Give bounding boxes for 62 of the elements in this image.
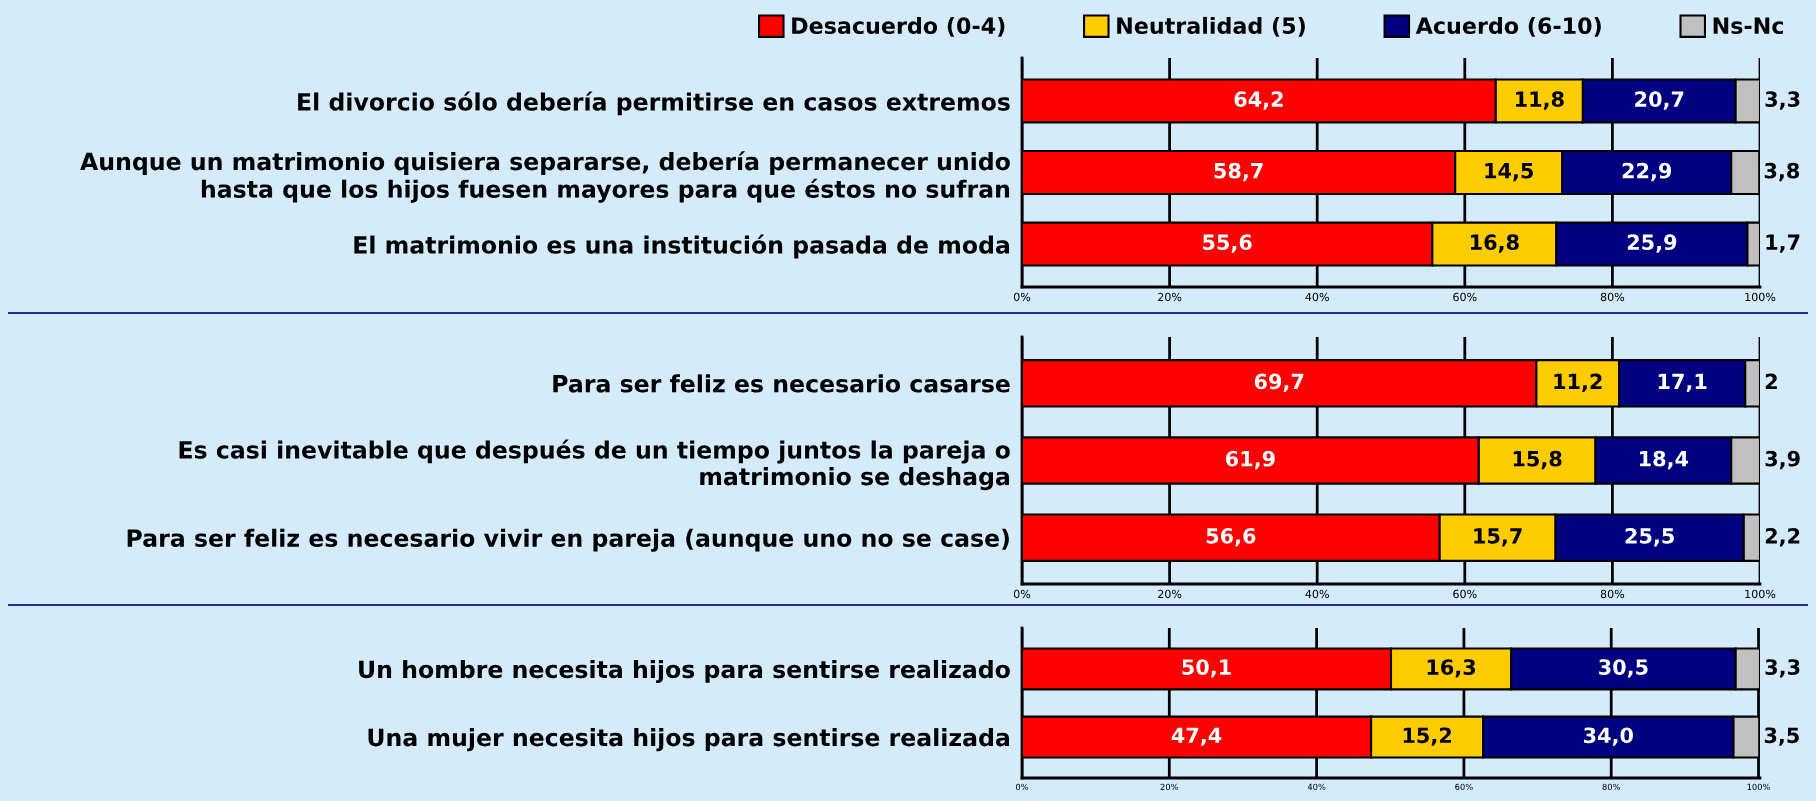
data-label: 55,6 xyxy=(1203,234,1252,253)
data-label: 30,5 xyxy=(1599,659,1648,678)
data-label: 18,4 xyxy=(1639,450,1689,470)
x-tick-label: 0% xyxy=(1013,589,1031,599)
legend-label: Neutralidad (5) xyxy=(1117,16,1305,37)
x-tick-label: 80% xyxy=(1600,292,1625,302)
x-tick-label: 40% xyxy=(1305,589,1329,599)
data-label: 3,9 xyxy=(1765,450,1800,470)
data-label: 1,7 xyxy=(1766,234,1800,253)
data-label: 3,3 xyxy=(1765,91,1800,110)
x-tick-label: 60% xyxy=(1453,589,1477,599)
legend-label: Acuerdo (6-10) xyxy=(1415,16,1601,37)
data-label: 3,8 xyxy=(1764,162,1800,182)
data-label: 14,5 xyxy=(1485,163,1533,182)
data-label: 16,3 xyxy=(1427,659,1476,678)
data-label: 25,5 xyxy=(1625,527,1674,547)
data-label: 20,7 xyxy=(1635,91,1684,110)
x-tick-label: 60% xyxy=(1453,292,1477,302)
data-label: 69,7 xyxy=(1254,373,1304,393)
data-label: 15,2 xyxy=(1403,727,1451,746)
data-label: 56,6 xyxy=(1206,527,1256,547)
data-label: 64,2 xyxy=(1234,91,1283,110)
x-tick-label: 40% xyxy=(1307,783,1326,791)
x-tick-label: 20% xyxy=(1160,783,1179,791)
y-tick-label: Para ser feliz es necesario casarse xyxy=(553,374,1010,393)
data-label: 61,9 xyxy=(1226,450,1275,470)
data-label: 15,8 xyxy=(1513,450,1562,470)
data-label: 22,9 xyxy=(1622,162,1672,182)
data-label: 50,1 xyxy=(1182,659,1231,678)
x-tick-label: 20% xyxy=(1158,292,1182,302)
y-tick-label: Es casi inevitable que después de un tiempo juntos la pareja o matrimonio se deshaga xyxy=(179,439,1010,491)
data-label: 17,1 xyxy=(1658,373,1707,393)
data-label: 3,3 xyxy=(1765,659,1800,678)
x-tick-label: 80% xyxy=(1600,589,1625,599)
x-tick-label: 40% xyxy=(1305,292,1329,302)
data-label: 25,9 xyxy=(1627,234,1677,253)
x-tick-label: 0% xyxy=(1015,783,1029,791)
x-tick-label: 100% xyxy=(1745,589,1776,599)
data-label: 34,0 xyxy=(1583,727,1633,746)
data-label: 2,2 xyxy=(1765,527,1800,547)
y-tick-label: Aunque un matrimonio quisiera separarse, debería permanecer unido hasta que los hijos fuesen mayores para que éstos no sufran xyxy=(80,151,1010,203)
y-tick-label: Una mujer necesita hijos para sentirse realizada xyxy=(368,728,1010,752)
x-tick-label: 100% xyxy=(1747,783,1770,791)
data-label: 11,8 xyxy=(1515,91,1564,110)
legend-label: Ns-Nc xyxy=(1713,17,1783,35)
data-label: 16,8 xyxy=(1470,234,1519,253)
x-tick-label: 80% xyxy=(1602,783,1621,791)
data-label: 58,7 xyxy=(1214,162,1263,182)
x-tick-label: 0% xyxy=(1013,292,1031,302)
data-label: 2 xyxy=(1765,373,1777,390)
x-tick-label: 60% xyxy=(1455,783,1473,791)
x-tick-label: 20% xyxy=(1158,589,1182,599)
x-tick-label: 100% xyxy=(1745,292,1776,302)
data-label: 47,4 xyxy=(1171,727,1222,746)
y-tick-label: Un hombre necesita hijos para sentirse realizado xyxy=(359,659,1010,683)
data-label: 3,5 xyxy=(1764,727,1799,746)
y-tick-label: El divorcio sólo debería permitirse en casos extremos xyxy=(298,91,1010,116)
y-tick-label: Para ser feliz es necesario vivir en pareja (aunque uno no se case) xyxy=(127,528,1009,552)
legend-label: Desacuerdo (0-4) xyxy=(792,16,1005,37)
data-label: 15,7 xyxy=(1474,528,1522,547)
y-tick-label: El matrimonio es una institución pasada de moda xyxy=(354,234,1010,259)
data-label: 11,2 xyxy=(1554,373,1602,393)
